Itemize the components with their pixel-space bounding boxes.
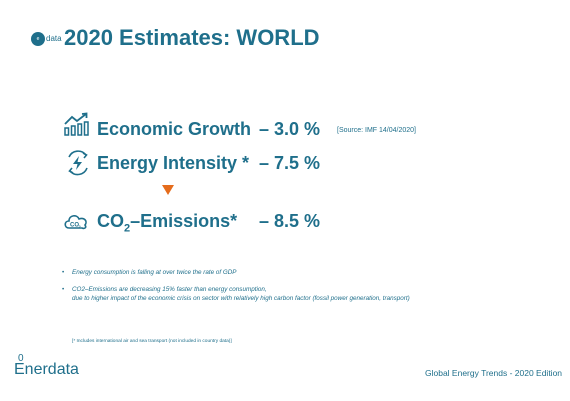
down-arrow-icon [162, 185, 174, 195]
co2-emissions-label: CO2–Emissions* [97, 211, 237, 235]
energy-intensity-value: – 7.5 % [259, 153, 321, 173]
bullet-list: Energy consumption is falling at over tw… [62, 268, 542, 311]
footer-edition: Global Energy Trends - 2020 Edition [425, 368, 563, 378]
svg-text:2: 2 [79, 224, 82, 229]
source-note: [Source: IMF 14/04/2020] [337, 127, 416, 134]
enerdata-logo-badge: e [31, 32, 45, 46]
enerdata-logo: 0 Enerdata [14, 353, 94, 385]
energy-intensity-label: Energy Intensity * [97, 153, 250, 173]
lightning-icon [64, 150, 92, 176]
enerdata-logo-text: data [46, 34, 62, 43]
growth-chart-icon [64, 112, 92, 138]
co2-emissions-value: – 8.5 % [259, 211, 321, 231]
economic-growth-label: Economic Growth [97, 119, 252, 139]
economic-growth-value: – 3.0 % [259, 119, 321, 139]
bullet-item: Energy consumption is falling at over tw… [62, 268, 542, 277]
svg-text:CO: CO [70, 223, 79, 229]
logo-zero: 0 [18, 353, 24, 364]
page-title: 2020 Estimates: WORLD [64, 25, 320, 50]
logo-word: Enerdata [14, 361, 79, 378]
bullet-line: due to higher impact of the economic cri… [72, 295, 410, 302]
bullet-item: CO2–Emissions are decreasing 15% faster … [62, 285, 542, 303]
co2-suffix: –Emissions* [130, 211, 238, 231]
footnote: [* Includes international air and sea tr… [72, 339, 232, 344]
co2-cloud-icon: CO 2 [62, 208, 90, 234]
co2-prefix: CO [97, 211, 124, 231]
co2-subscript: 2 [124, 222, 131, 235]
bullet-line: CO2–Emissions are decreasing 15% faster … [72, 286, 267, 293]
